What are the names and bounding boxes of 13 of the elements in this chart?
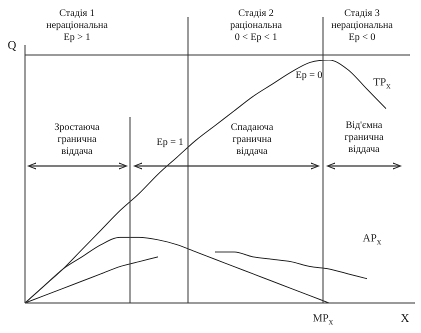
annotation: Від'ємна гранична віддача [344, 120, 384, 156]
text: Стадія 1 нераціональна Ep > 1 [46, 8, 108, 44]
text: Стадія 3 нераціональна Ep < 0 [331, 8, 393, 44]
annotation: Ep = 0 [296, 70, 322, 82]
y-axis-title: Q [8, 38, 16, 52]
text: Стадія 2 раціональна 0 < Ep < 1 [230, 8, 282, 44]
annotation: Зростаюча гранична віддача [54, 122, 100, 158]
annotation: Ep = 1 [156, 137, 184, 149]
series-label: TP$_{x}$ [373, 76, 391, 92]
x-axis-title: X [400, 311, 410, 325]
series-label: MP$_{x}$ [312, 312, 334, 328]
annotation: Спадаюча гранична віддача [230, 122, 274, 158]
text: AP$_{x}$ [362, 232, 382, 248]
